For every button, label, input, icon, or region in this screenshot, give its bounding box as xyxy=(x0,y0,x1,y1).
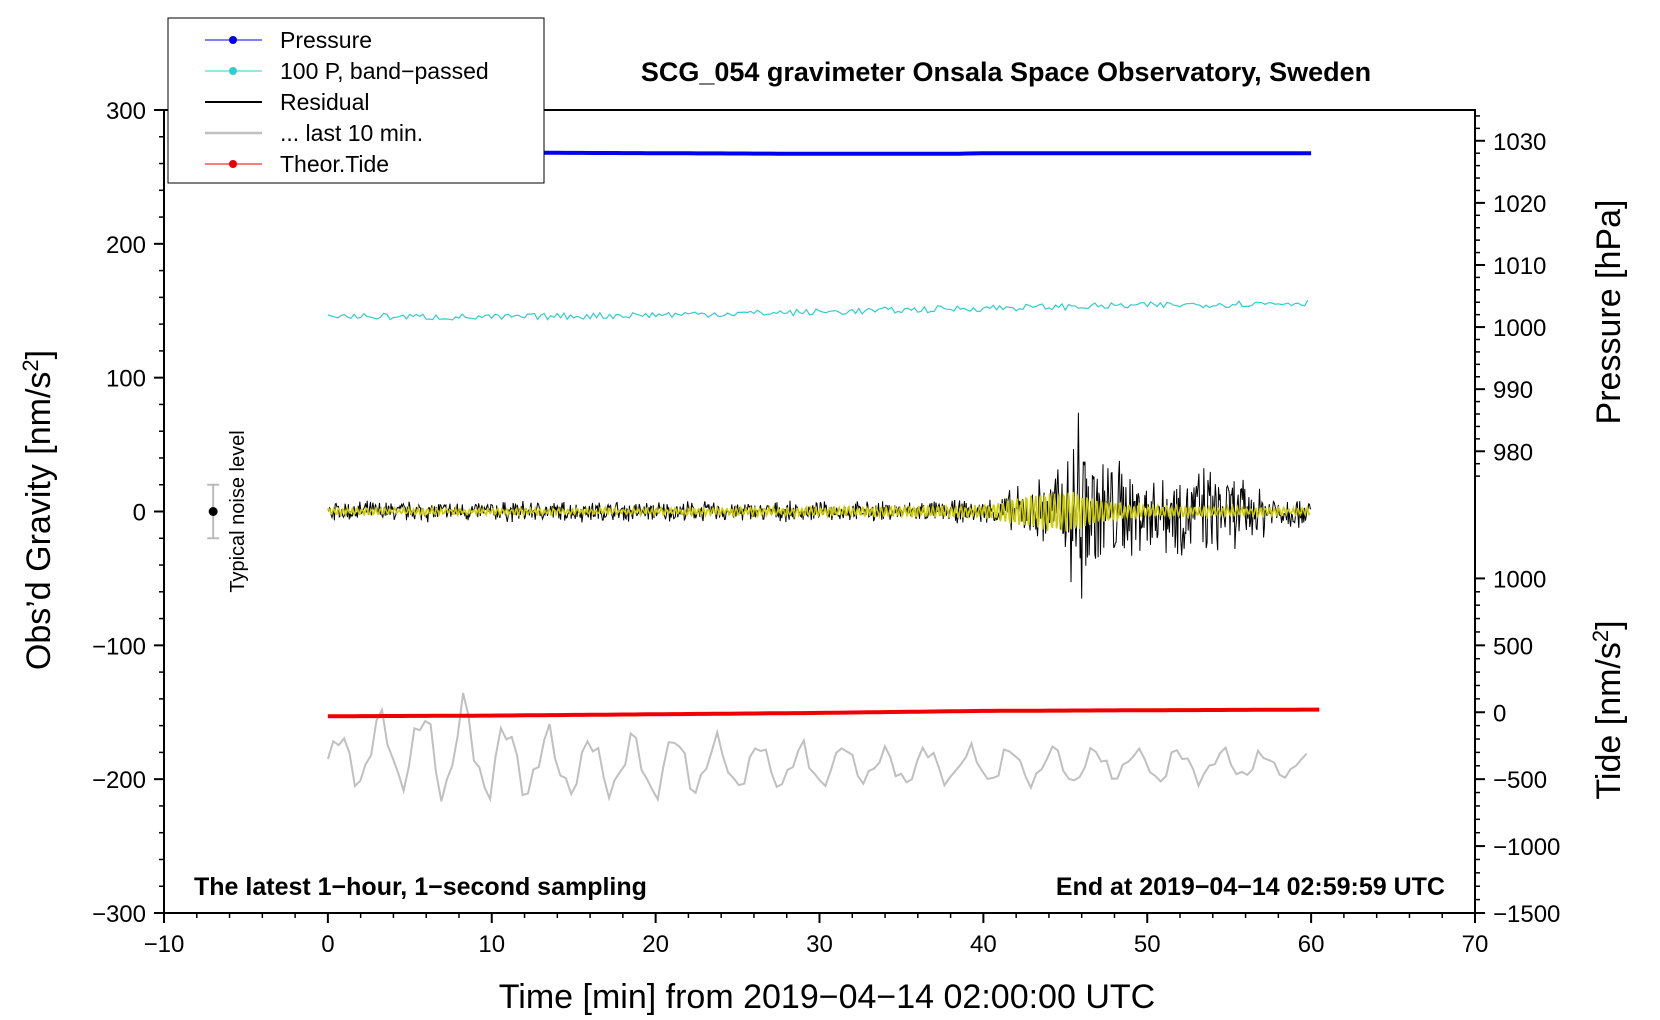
x-tick-label-4: 30 xyxy=(806,931,833,958)
legend-marker-1 xyxy=(229,67,237,75)
y-axis-label-tide: Tide [nm/s2] xyxy=(1588,620,1628,799)
legend-label-4: Theor.Tide xyxy=(280,151,389,177)
x-tick-label-3: 20 xyxy=(642,931,669,958)
pressure-tick-label-5: 1030 xyxy=(1493,129,1546,156)
tide-tick-label-2: −500 xyxy=(1493,767,1547,794)
y-tick-label-3: 0 xyxy=(133,500,146,527)
series-theor-tide xyxy=(327,707,1320,719)
noise-dot xyxy=(208,507,218,516)
y-axis-gravity: −300 −200 −100 0 100 200 300 xyxy=(92,98,164,928)
x-tick-label-2: 10 xyxy=(478,931,505,958)
end-time-note: End at 2019−04−14 02:59:59 UTC xyxy=(1056,873,1445,901)
y-axis-label-tide-sup: 2 xyxy=(1588,630,1613,642)
legend-marker-4 xyxy=(229,160,237,168)
legend-label-1: 100 P, band−passed xyxy=(280,58,489,84)
y-axis-label-tide-main: Tide [nm/s xyxy=(1590,642,1628,799)
series-low-pass xyxy=(327,492,1311,532)
legend-box xyxy=(167,17,545,184)
pressure-tick-label-2: 1000 xyxy=(1493,315,1546,342)
legend-label-2: Residual xyxy=(280,89,370,115)
pressure-tick-label-3: 1010 xyxy=(1493,253,1546,280)
x-tick-label-1: 0 xyxy=(321,931,334,958)
x-axis-label: Time [min] from 2019−04−14 02:00:00 UTC xyxy=(499,978,1155,1016)
y-tick-label-0: −300 xyxy=(92,901,146,928)
series-last-10-min xyxy=(326,692,1308,803)
y-axis-label-gravity-main: Obs’d Gravity [nm/s xyxy=(20,372,58,671)
y-tick-label-4: 100 xyxy=(106,366,146,393)
y-axis-pressure: 980 990 1000 1010 1020 1030 xyxy=(1475,115,1546,477)
pressure-tick-label-0: 980 xyxy=(1493,439,1533,466)
y-axis-label-gravity-sup: 2 xyxy=(18,359,43,371)
x-tick-label-0: −10 xyxy=(144,931,185,958)
legend-marker-0 xyxy=(229,36,237,44)
series-residual xyxy=(327,412,1312,599)
y-tick-label-1: −200 xyxy=(92,767,146,794)
series-band-passed xyxy=(327,299,1309,321)
noise-level-marker xyxy=(207,483,220,540)
chart-title: SCG_054 gravimeter Onsala Space Observat… xyxy=(641,57,1371,87)
legend-label-3: ... last 10 min. xyxy=(280,120,423,146)
tide-tick-label-4: 500 xyxy=(1493,633,1533,660)
y-axis-tide: −1500 −1000 −500 0 500 1000 xyxy=(1475,566,1560,928)
legend-label-0: Pressure xyxy=(280,27,372,53)
y-axis-label-pressure: Pressure [hPa] xyxy=(1590,200,1628,425)
tide-tick-label-3: 0 xyxy=(1493,700,1506,727)
x-axis: −10 0 10 20 30 40 50 60 70 xyxy=(144,913,1489,958)
y-tick-label-2: −100 xyxy=(92,633,146,660)
x-tick-label-5: 40 xyxy=(970,931,997,958)
series-layer xyxy=(326,150,1320,803)
pressure-tick-label-1: 990 xyxy=(1493,377,1533,404)
pressure-tick-label-4: 1020 xyxy=(1493,191,1546,218)
tide-tick-label-0: −1500 xyxy=(1493,901,1560,928)
x-tick-label-6: 50 xyxy=(1134,931,1161,958)
y-tick-label-5: 200 xyxy=(106,232,146,259)
y-axis-label-tide-end: ] xyxy=(1590,620,1628,629)
legend: Pressure 100 P, band−passed Residual ... la… xyxy=(167,17,545,184)
x-tick-label-8: 70 xyxy=(1462,931,1489,958)
y-tick-label-6: 300 xyxy=(106,98,146,125)
tide-tick-label-5: 1000 xyxy=(1493,566,1546,593)
noise-level-label: Typical noise level xyxy=(227,430,249,592)
y-axis-label-gravity: Obs’d Gravity [nm/s2] xyxy=(18,350,58,670)
sampling-note: The latest 1−hour, 1−second sampling xyxy=(194,873,647,901)
x-tick-label-7: 60 xyxy=(1298,931,1325,958)
tide-tick-label-1: −1000 xyxy=(1493,834,1560,861)
y-axis-label-gravity-end: ] xyxy=(20,350,58,359)
